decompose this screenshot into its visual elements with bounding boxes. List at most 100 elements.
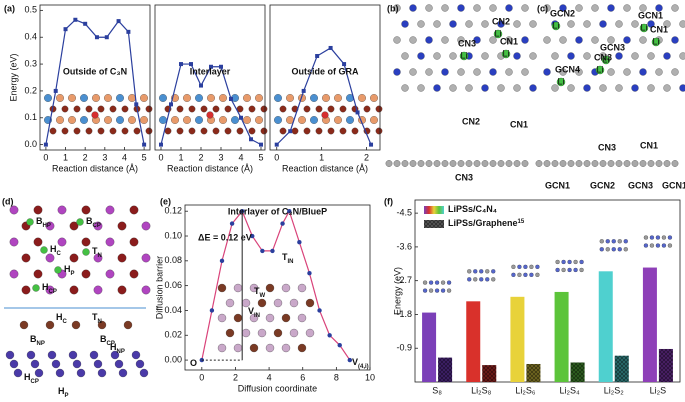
atom: [615, 160, 623, 167]
atom: [663, 84, 671, 92]
atom: [54, 266, 62, 274]
atom: [44, 94, 52, 102]
site-label: V(4,i): [352, 357, 369, 369]
atom: [370, 94, 378, 102]
data-point: [53, 88, 58, 93]
atom: [274, 94, 282, 102]
atom: [40, 246, 48, 254]
atom: [433, 160, 441, 167]
atom: [457, 36, 465, 44]
site-label: GCN4: [555, 64, 580, 74]
data-point: [179, 62, 183, 67]
atom: [176, 105, 184, 113]
atom: [615, 20, 623, 28]
atom: [643, 235, 649, 240]
li-atom: [551, 21, 561, 31]
site-label-main: T: [92, 312, 98, 322]
site-label-main: B: [100, 334, 107, 344]
site-label-main: T: [254, 286, 260, 296]
data-point: [63, 27, 68, 32]
atom: [207, 94, 215, 102]
site-label-sub: N: [98, 253, 102, 259]
atom: [297, 343, 307, 353]
atom: [104, 94, 112, 102]
atom: [33, 205, 43, 215]
atom: [671, 68, 679, 76]
x-tick-label: 6: [300, 372, 305, 382]
atom: [233, 343, 243, 353]
atom: [305, 328, 315, 338]
site-label: CN1: [650, 24, 668, 34]
atom: [457, 4, 465, 12]
site-label-main: H: [50, 244, 57, 254]
li-atom: [595, 65, 605, 75]
atom: [617, 239, 622, 244]
atom: [141, 221, 151, 231]
atom: [104, 116, 112, 124]
x-tick-label: 3: [102, 152, 107, 162]
atom: [298, 116, 306, 124]
atom: [497, 160, 505, 167]
atom: [467, 269, 472, 274]
atom: [591, 160, 599, 167]
atom: [334, 94, 342, 102]
x-axis-label: Reaction distance (Å): [52, 163, 138, 173]
atom: [481, 52, 489, 60]
site-label-sub: P: [71, 271, 75, 277]
atom: [188, 105, 196, 113]
atom: [225, 298, 235, 308]
atom: [559, 160, 567, 167]
atom: [671, 4, 679, 12]
x-tick-label: 5: [142, 152, 147, 162]
atom: [303, 105, 311, 113]
atom: [57, 237, 67, 247]
atom: [489, 4, 497, 12]
site-label-main: B: [86, 216, 93, 226]
bar: [422, 312, 437, 382]
atom: [133, 127, 141, 135]
atom: [310, 94, 318, 102]
site-label-main: V: [248, 306, 254, 316]
atom: [440, 288, 446, 293]
atom: [513, 20, 521, 28]
atom: [663, 52, 671, 60]
atom: [561, 259, 566, 265]
atom: [346, 116, 354, 124]
site-label-sub: (4,i): [358, 364, 369, 370]
site-label-sub: CP: [93, 223, 101, 229]
atom: [249, 313, 259, 323]
atom: [310, 116, 318, 124]
atom: [573, 259, 578, 265]
atom: [617, 247, 622, 252]
data-point: [199, 83, 203, 88]
atom: [139, 368, 149, 378]
atom: [241, 328, 251, 338]
atom: [401, 84, 409, 92]
atom: [97, 368, 107, 378]
atom: [279, 105, 287, 113]
atom: [643, 243, 649, 248]
data-point: [250, 233, 255, 239]
atom: [121, 105, 129, 113]
atom: [57, 205, 67, 215]
atom: [339, 105, 347, 113]
data-point: [134, 102, 139, 107]
atom: [105, 205, 115, 215]
legend-swatch: [424, 206, 444, 214]
atom: [517, 272, 522, 277]
atom: [551, 52, 559, 60]
atom: [661, 235, 667, 240]
site-label-main: T: [92, 246, 98, 256]
x-tick-label: 1: [63, 152, 68, 162]
plot-frame: [39, 4, 151, 151]
atom: [81, 269, 91, 279]
y-tick-label: -0.9: [396, 343, 412, 353]
atom: [305, 298, 315, 308]
atom: [217, 343, 227, 353]
atom: [327, 105, 335, 113]
plot-frame: [269, 4, 381, 151]
atom: [93, 221, 103, 231]
atom: [265, 313, 275, 323]
atom: [121, 127, 129, 135]
atom: [579, 267, 584, 273]
